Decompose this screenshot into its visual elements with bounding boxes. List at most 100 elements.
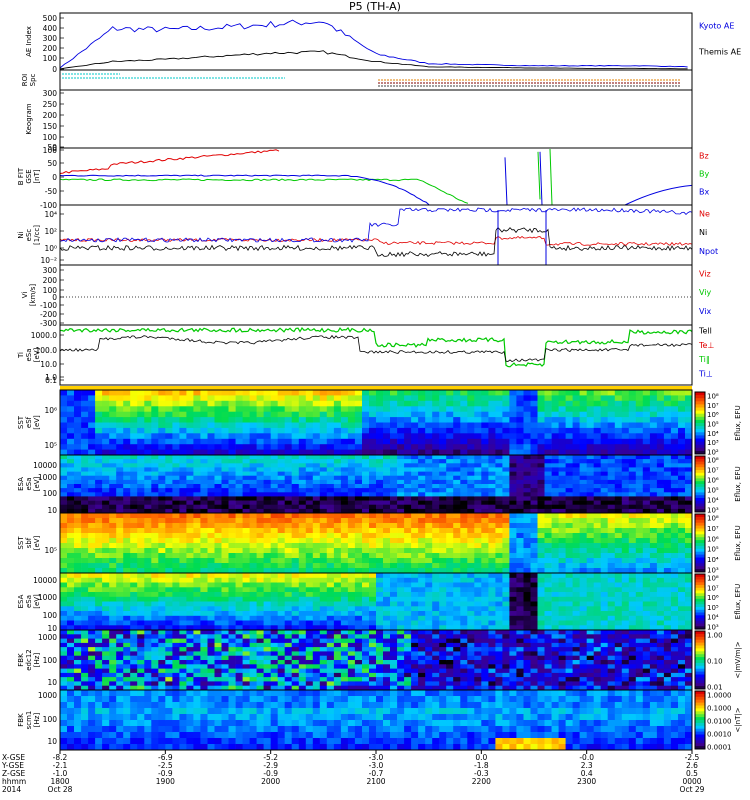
spectrogram-cell [579, 533, 587, 539]
spectrogram-cell [551, 518, 559, 524]
spectrogram-cell [193, 528, 201, 534]
spectrogram-cell [642, 406, 651, 413]
spectrogram-cell [60, 449, 68, 456]
spectrogram-cell [404, 508, 412, 514]
spectrogram-cell [319, 596, 328, 602]
spectrogram-cell [158, 444, 166, 450]
spectrogram-cell [685, 438, 693, 445]
spectrogram-cell [130, 492, 138, 497]
spectrogram-cell [390, 577, 398, 583]
spectrogram-cell [81, 615, 89, 621]
spectrogram-cell [179, 449, 187, 456]
spectrogram-cell [586, 620, 595, 626]
spectrogram-cell [439, 488, 447, 493]
spectrogram-cell [130, 664, 138, 669]
spectrogram-cell [656, 606, 665, 612]
spectrogram-cell [685, 488, 693, 493]
spectrogram-cell [186, 427, 194, 434]
ytick-label: -50 [45, 187, 57, 196]
spectrogram-cell [88, 677, 96, 682]
spectrogram-cell [200, 563, 208, 569]
spectrogram-cell [221, 406, 229, 413]
spectrogram-cell [221, 553, 229, 559]
spectrogram-cell [200, 548, 208, 554]
spectrogram-cell [179, 681, 187, 687]
spectrogram-cell [214, 492, 222, 497]
spectrogram-cell [200, 523, 208, 529]
spectrogram-cell [607, 606, 616, 612]
spectrogram-cell [502, 484, 510, 489]
ytick-label: 100 [43, 656, 58, 665]
spectrogram-cell [109, 449, 117, 456]
spectrogram-cell [74, 647, 82, 652]
spectrogram-cell [678, 538, 686, 544]
spectrogram-cell [362, 543, 370, 549]
spectrogram-cell [305, 463, 314, 468]
spectrogram-cell [291, 504, 300, 510]
spectrogram-cell [228, 513, 236, 519]
spectrogram-cell [179, 568, 187, 574]
spectrogram-cell [277, 611, 286, 617]
ytick-label: 1000 [38, 593, 57, 602]
series-line-ne [59, 235, 693, 246]
legend-te: Te⊥ [698, 341, 714, 350]
spectrogram-cell [523, 508, 531, 514]
spectrogram-cell [291, 463, 300, 468]
spectrogram-cell [137, 518, 145, 524]
spectrogram-cell [544, 582, 552, 588]
spectrogram-cell [277, 528, 286, 534]
spectrogram-cell [74, 395, 82, 402]
spectrogram-cell [439, 504, 447, 510]
spectrogram-cell [270, 504, 279, 510]
spectrogram-cell [137, 496, 145, 501]
spectrogram-cell [235, 400, 243, 407]
spectrogram-cell [214, 455, 222, 460]
spectrogram-cell [628, 484, 637, 489]
spectrogram-cell [516, 471, 524, 477]
spectrogram-cell [467, 467, 475, 472]
spectrogram-cell [158, 479, 166, 485]
spectrogram-cell [593, 471, 602, 477]
spectrogram-cell [572, 455, 580, 460]
spectrogram-cell [193, 417, 201, 423]
spectrogram-cell [572, 438, 580, 445]
spectrogram-cell [249, 471, 257, 477]
spectrogram-cell [404, 582, 412, 588]
spectrogram-cell [95, 438, 103, 445]
spectrogram-cell [614, 592, 623, 598]
spectrogram-cell [642, 592, 651, 598]
spectrogram-cell [685, 471, 693, 477]
ytick-label: 10⁶ [44, 406, 57, 415]
spectrogram-cell [95, 500, 103, 506]
spectrogram-cell [635, 463, 644, 468]
spectrogram-cell [179, 455, 187, 460]
spectrogram-cell [425, 563, 433, 569]
spectrogram-cell [621, 479, 630, 485]
spectrogram-cell [60, 479, 68, 485]
spectrogram-cell [663, 582, 672, 588]
spectrogram-cell [291, 492, 300, 497]
spectrogram-cell [228, 411, 236, 418]
spectrogram-cell [291, 587, 300, 593]
ylabel-text: SST [17, 536, 25, 550]
spectrogram-cell [95, 668, 103, 674]
spectrogram-cell [376, 577, 384, 583]
spectrogram-cell [649, 508, 658, 514]
spectrogram-cell [193, 518, 201, 524]
spectrogram-cell [249, 548, 257, 554]
spectrogram-cell [319, 463, 328, 468]
spectrogram-cell [579, 455, 587, 460]
spectrogram-cell [404, 390, 412, 396]
spectrogram-cell [130, 475, 138, 481]
spectrogram-cell [685, 406, 693, 413]
spectrogram-cell [200, 459, 208, 464]
spectrogram-cell [158, 630, 166, 635]
spectrogram-cell [207, 601, 215, 607]
spectrogram-cell [151, 538, 159, 544]
spectrogram-cell [137, 685, 145, 691]
spectrogram-cell [670, 543, 679, 549]
spectrogram-cell [425, 543, 433, 549]
spectrogram-cell [607, 455, 616, 460]
spectrogram-cell [369, 406, 377, 413]
spectrogram-cell [221, 625, 229, 631]
